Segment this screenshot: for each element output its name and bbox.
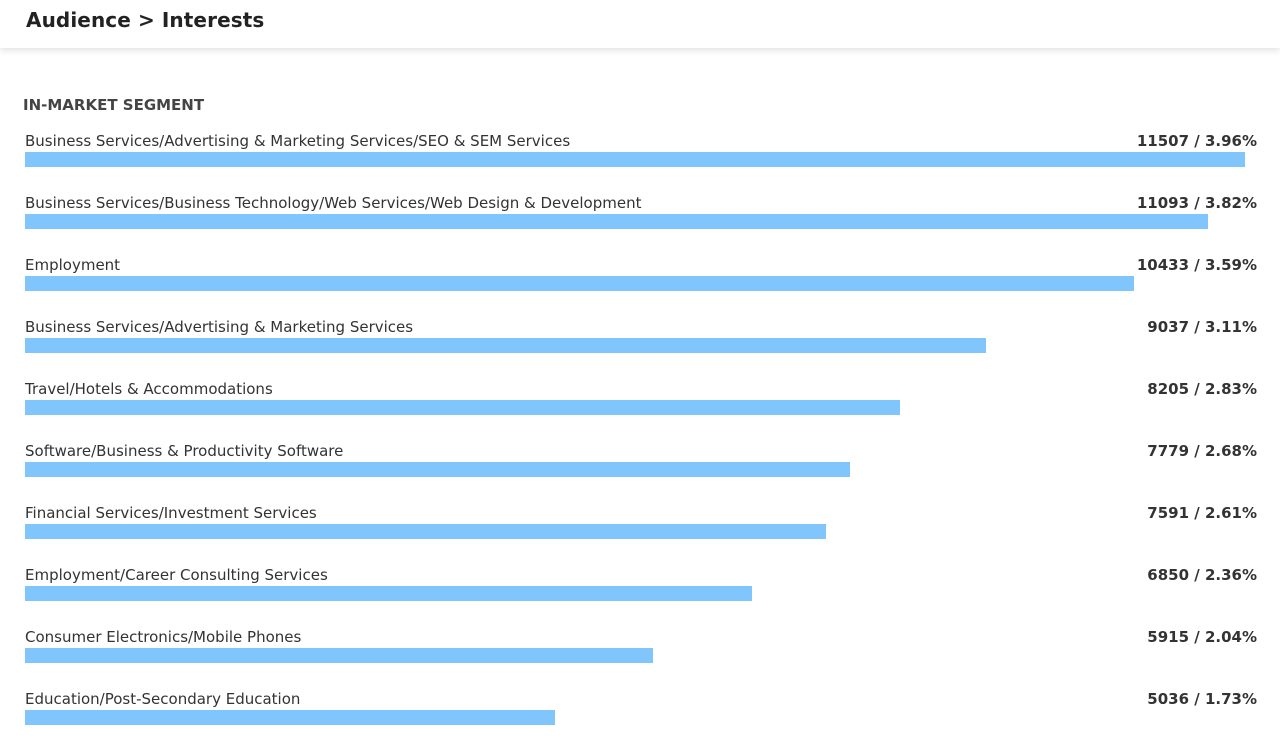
segment-row: Financial Services/Investment Services 75… [25, 500, 1257, 562]
segment-value: 7779 / 2.68% [1147, 442, 1257, 460]
segment-label: Travel/Hotels & Accommodations [25, 380, 273, 398]
segment-bar [25, 214, 1208, 229]
segment-bar [25, 152, 1245, 167]
segment-list: Business Services/Advertising & Marketin… [25, 128, 1257, 748]
segment-label: Business Services/Business Technology/We… [25, 194, 642, 212]
segment-row: Travel/Hotels & Accommodations 8205 / 2.8… [25, 376, 1257, 438]
segment-value: 7591 / 2.61% [1147, 504, 1257, 522]
segment-label: Financial Services/Investment Services [25, 504, 317, 522]
segment-bar [25, 462, 850, 477]
segment-row: Software/Business & Productivity Softwar… [25, 438, 1257, 500]
segment-label: Employment/Career Consulting Services [25, 566, 328, 584]
page-header: Audience > Interests [0, 0, 1280, 48]
segment-row: Employment 10433 / 3.59% [25, 252, 1257, 314]
segment-value: 11507 / 3.96% [1136, 132, 1257, 150]
segment-bar [25, 276, 1134, 291]
segment-row: Employment/Career Consulting Services 685… [25, 562, 1257, 624]
segment-label: Education/Post-Secondary Education [25, 690, 301, 708]
segment-label: Employment [25, 256, 121, 274]
segment-bar [25, 400, 900, 415]
segment-label: Business Services/Advertising & Marketin… [25, 318, 414, 336]
segment-value: 8205 / 2.83% [1147, 380, 1257, 398]
segment-row: Consumer Electronics/Mobile Phones 5915 /… [25, 624, 1257, 686]
segment-value: 5915 / 2.04% [1147, 628, 1257, 646]
main-content: IN-MARKET SEGMENT Business Services/Adve… [0, 48, 1280, 755]
segment-bar [25, 710, 555, 725]
segment-bar [25, 648, 653, 663]
segment-value: 5036 / 1.73% [1147, 690, 1257, 708]
segment-value: 10433 / 3.59% [1136, 256, 1257, 274]
section-title: IN-MARKET SEGMENT [23, 96, 205, 114]
segment-row: Business Services/Business Technology/We… [25, 190, 1257, 252]
segment-value: 6850 / 2.36% [1147, 566, 1257, 584]
segment-bar [25, 338, 986, 353]
segment-value: 9037 / 3.11% [1147, 318, 1257, 336]
segment-bar [25, 524, 826, 539]
segment-row: Business Services/Advertising & Marketin… [25, 314, 1257, 376]
segment-row: Education/Post-Secondary Education 5036 /… [25, 686, 1257, 748]
segment-label: Consumer Electronics/Mobile Phones [25, 628, 302, 646]
segment-bar [25, 586, 752, 601]
segment-row: Business Services/Advertising & Marketin… [25, 128, 1257, 190]
segment-value: 11093 / 3.82% [1136, 194, 1257, 212]
page-title: Audience > Interests [26, 8, 265, 32]
segment-label: Software/Business & Productivity Softwar… [25, 442, 344, 460]
segment-label: Business Services/Advertising & Marketin… [25, 132, 571, 150]
